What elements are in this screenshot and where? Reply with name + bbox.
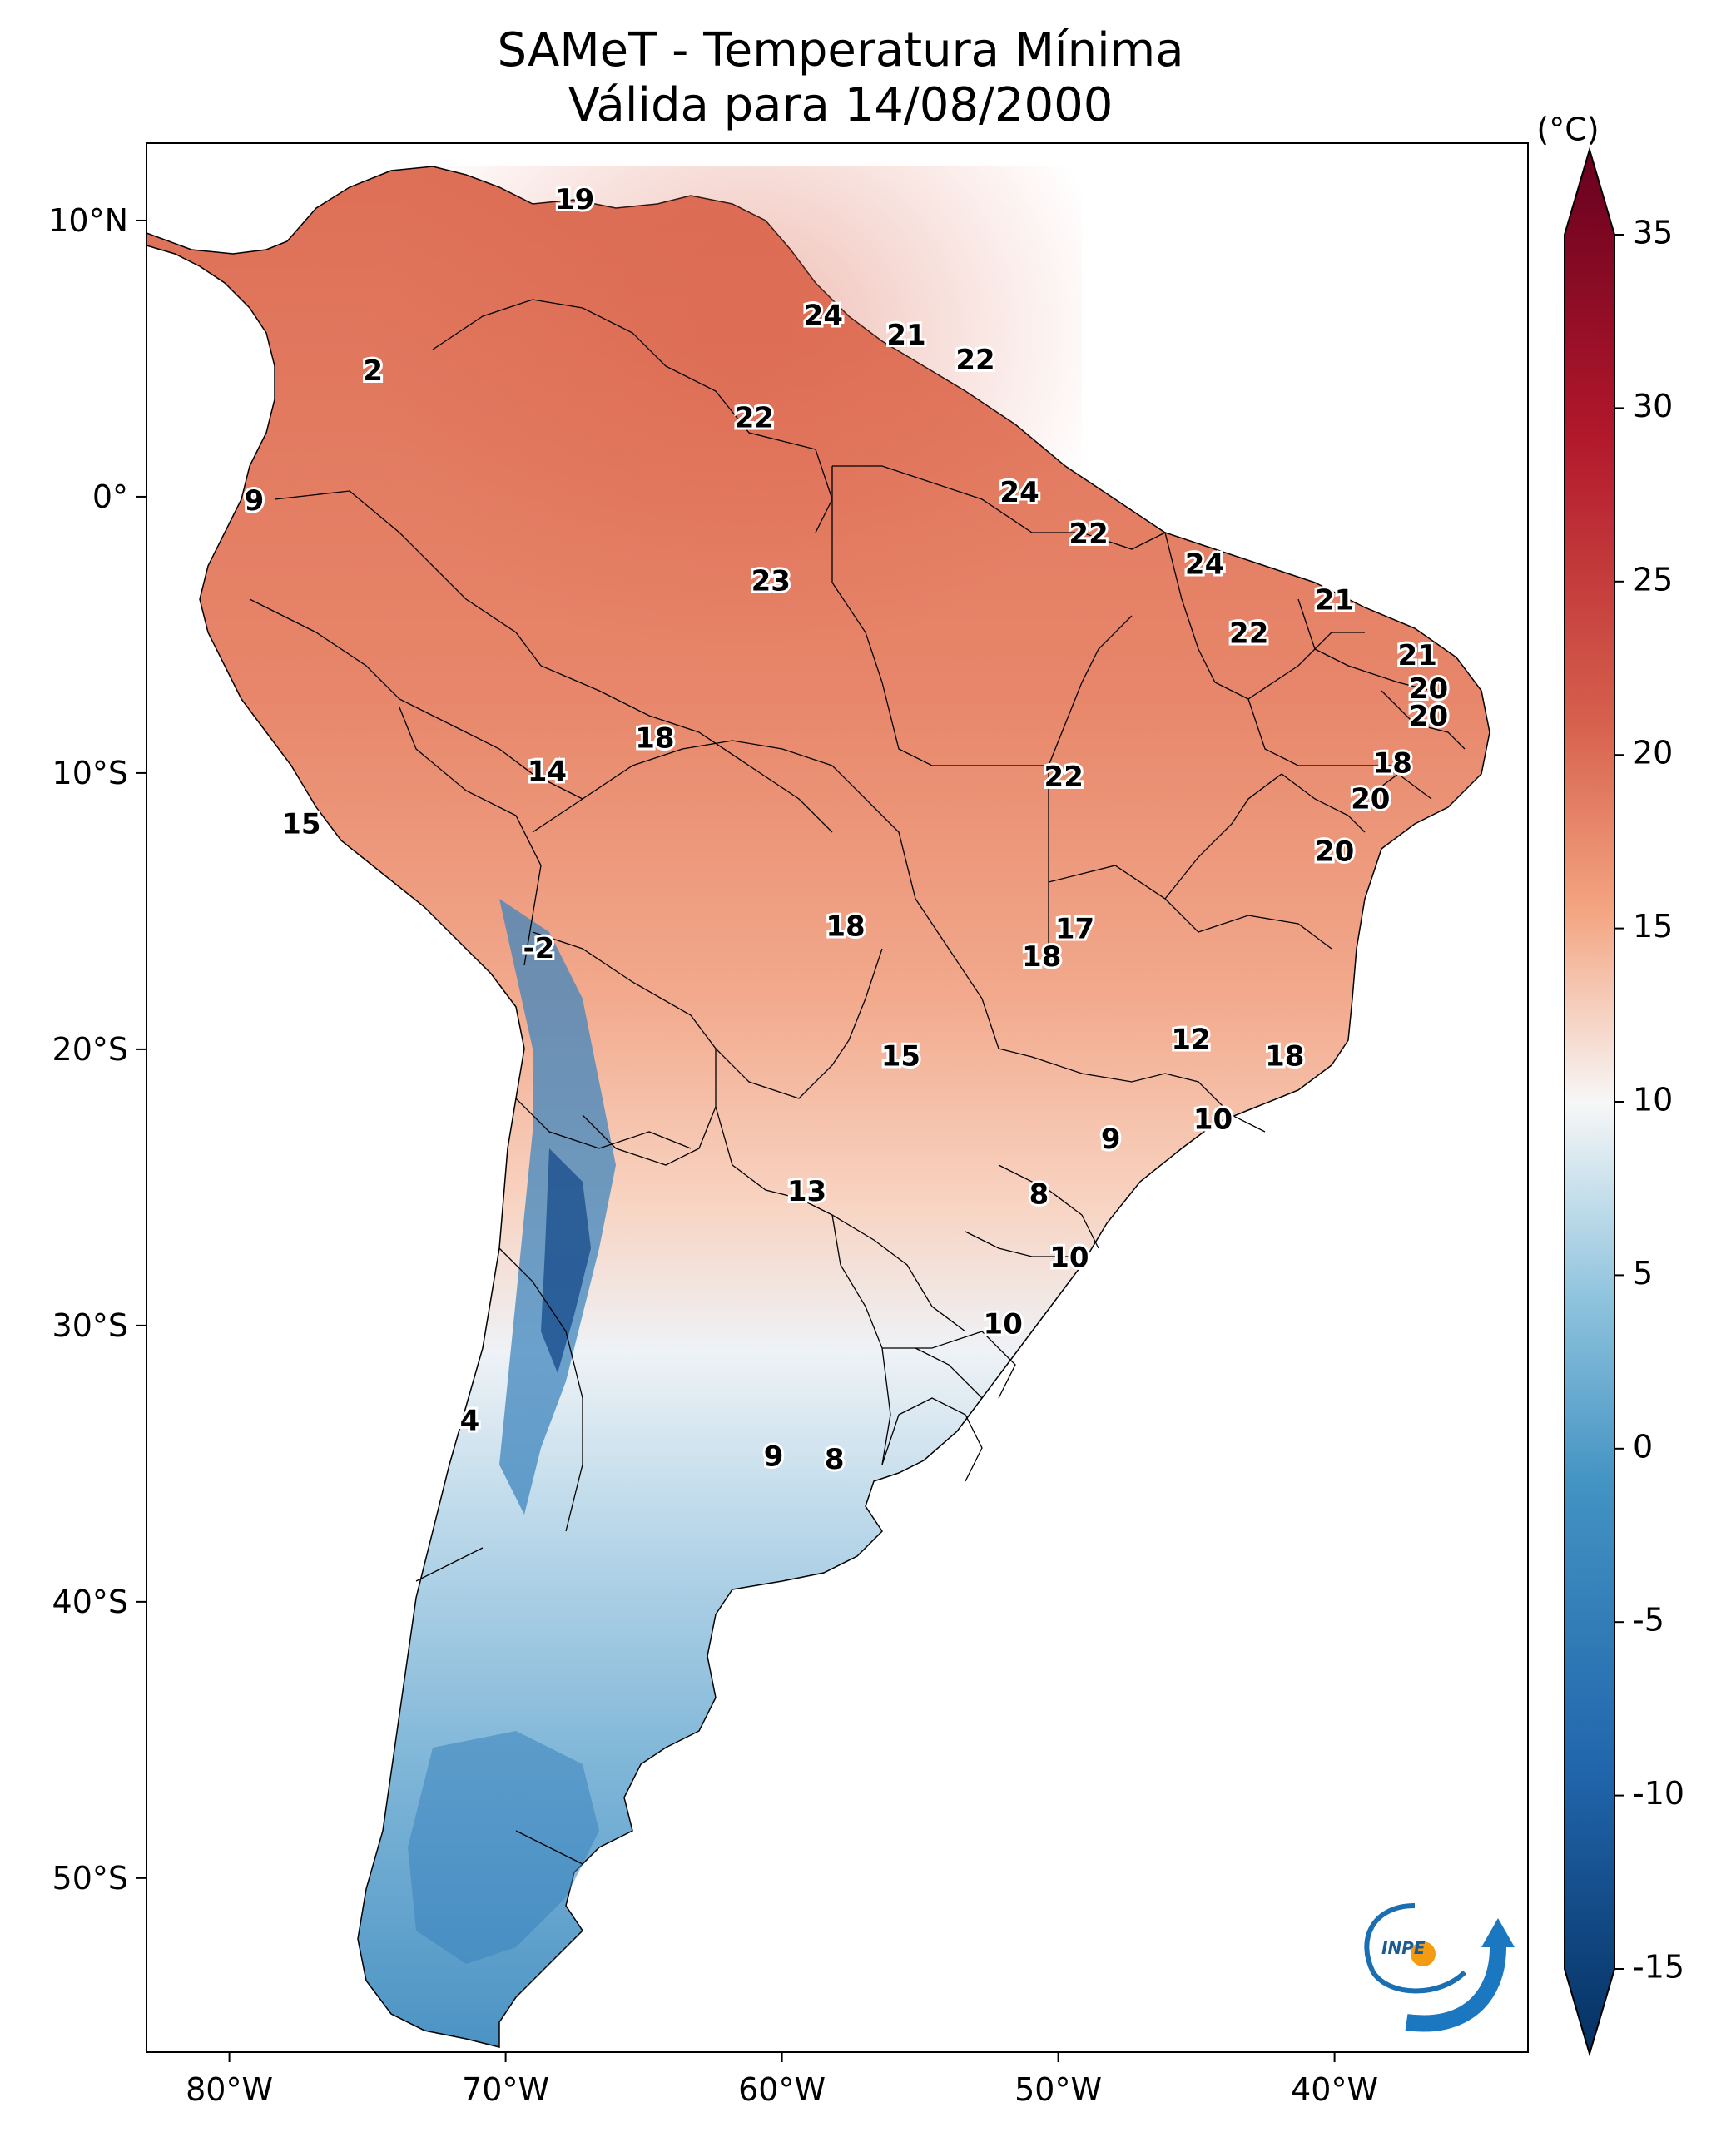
warm-shading	[333, 166, 1082, 832]
temperature-label: 24	[1185, 548, 1224, 581]
logo-orbit	[1364, 1903, 1467, 1994]
temperature-label: 10	[984, 1307, 1023, 1341]
temperature-label: 21	[1315, 584, 1354, 617]
temperature-label: 10	[1193, 1103, 1233, 1137]
temperature-label: 4	[460, 1405, 480, 1438]
map-frame	[146, 142, 1529, 2053]
temperature-label: 22	[1044, 761, 1084, 794]
temperature-label: 17	[1055, 913, 1094, 946]
lat-tick-label: 10°N	[48, 202, 128, 239]
logo-sun	[1411, 1941, 1436, 1966]
temperature-label: 9	[1101, 1123, 1121, 1156]
lat-tick-label: 50°S	[52, 1860, 128, 1897]
colorbar-ticks: 35 30 25 20 15 10 5 0 -5 -10 -15	[1614, 215, 1684, 1986]
temperature-label: 18	[826, 910, 865, 943]
temperature-label: 13	[787, 1175, 826, 1208]
colorbar: (°C) 35 30 25 20 15 10 5 0 -5 -10 -15	[1536, 112, 1684, 2057]
temperature-label: 10	[1049, 1242, 1089, 1275]
temperature-label: 15	[881, 1039, 920, 1073]
inpe-logo: INPE	[1364, 1903, 1515, 2032]
temperature-label: 20	[1409, 672, 1448, 706]
temperature-label: 21	[886, 319, 925, 352]
logo-arrow	[1481, 1918, 1515, 1947]
temperature-label: 21	[1398, 639, 1437, 672]
temperature-label: 15	[281, 808, 320, 841]
temperature-label: 22	[955, 344, 994, 377]
lon-tick-label: 60°W	[738, 2071, 826, 2108]
temperature-label: 12	[1171, 1023, 1210, 1056]
colorbar-tick-label: 25	[1633, 561, 1673, 598]
temperature-label: 2	[363, 355, 383, 388]
temperature-label: 14	[528, 755, 567, 788]
logo-text: INPE	[1381, 1938, 1426, 1958]
temperature-label: 19	[555, 183, 594, 216]
colorbar-unit: (°C)	[1536, 112, 1599, 148]
chart-title: SAMeT - Temperatura Mínima Válida para 1…	[150, 23, 1531, 133]
colorbar-body	[1564, 146, 1615, 2057]
temperature-label: 20	[1409, 700, 1448, 733]
colorbar-tick-label: 0	[1633, 1428, 1653, 1465]
andes-deep-cold	[541, 1148, 591, 1373]
country-borders	[249, 299, 1466, 1865]
lat-tick-label: 10°S	[52, 755, 128, 791]
lon-tick-label: 70°W	[462, 2071, 549, 2108]
lon-tick-label: 80°W	[186, 2071, 273, 2108]
colorbar-tick-label: 15	[1633, 908, 1673, 945]
temperature-label: 22	[1229, 617, 1268, 650]
colorbar-tick-label: -15	[1633, 1949, 1684, 1986]
temperature-label: -2	[523, 932, 555, 965]
temperature-label: 18	[635, 722, 674, 756]
colorbar-tick-label: 35	[1633, 215, 1673, 251]
colorbar-tick-label: -5	[1633, 1602, 1664, 1639]
lon-tick-label: 50°W	[1014, 2071, 1102, 2108]
lon-tick-label: 40°W	[1291, 2071, 1378, 2108]
colorbar-tick-label: 5	[1633, 1255, 1653, 1292]
temperature-label: 22	[735, 402, 774, 435]
temperature-label: 22	[1069, 518, 1108, 551]
lat-tick-label: 40°S	[52, 1584, 128, 1620]
title-line-2: Válida para 14/08/2000	[568, 78, 1114, 132]
temperature-label: 8	[1029, 1178, 1049, 1211]
latitude-axis: 10°N 0° 10°S 20°S 30°S 40°S 50°S	[48, 202, 146, 1897]
colorbar-tick-label: 10	[1633, 1082, 1673, 1118]
temperature-label: 24	[804, 300, 843, 333]
temperature-label: 18	[1265, 1039, 1304, 1073]
temperature-label: 8	[825, 1443, 845, 1476]
temperature-label: 20	[1315, 836, 1354, 869]
patagonia-cold	[408, 1731, 599, 1964]
colorbar-tick-label: 20	[1633, 735, 1673, 771]
temperature-label: 18	[1373, 747, 1412, 781]
longitude-axis: 80°W 70°W 60°W 50°W 40°W	[186, 2052, 1378, 2108]
colorbar-tick-label: -10	[1633, 1775, 1684, 1812]
lat-tick-label: 30°S	[52, 1307, 128, 1344]
lat-tick-label: 0°	[92, 478, 128, 515]
colorbar-tick-label: 30	[1633, 388, 1673, 424]
temperature-label: 24	[999, 476, 1039, 509]
temperature-label: 9	[764, 1440, 784, 1474]
temperature-label: 20	[1351, 783, 1390, 816]
temperature-label: 23	[751, 564, 791, 598]
temperature-label: 9	[245, 484, 265, 518]
temperature-label: 18	[1022, 940, 1061, 974]
logo-swoosh	[1405, 1946, 1506, 2032]
lat-tick-label: 20°S	[52, 1031, 128, 1068]
title-line-1: SAMeT - Temperatura Mínima	[497, 23, 1184, 77]
